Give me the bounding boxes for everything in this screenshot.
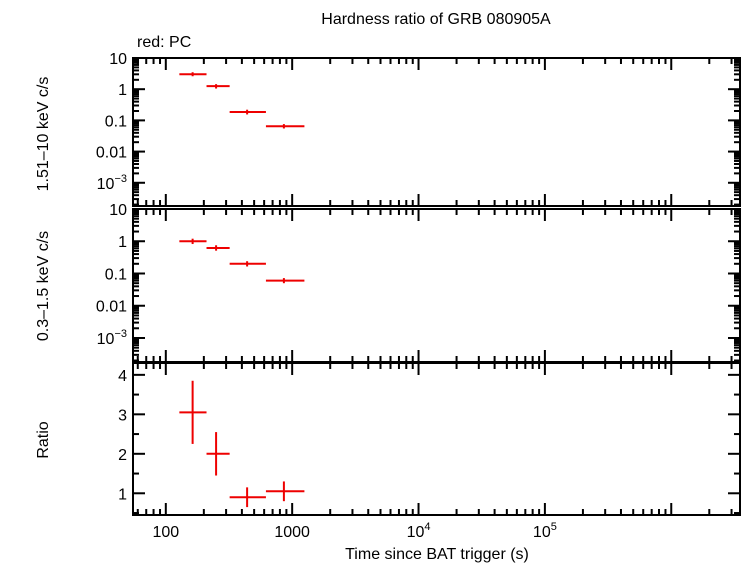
legend-label: red: PC [137,34,191,51]
y-axis-label-soft: 0.3–1.5 keV c/s [35,231,52,341]
data-point [179,72,207,77]
y-tick-label: 2 [118,447,127,464]
y-tick-label: 1 [118,486,127,503]
data-point [265,124,305,129]
y-axis-label-hard: 1.51–10 keV c/s [35,77,52,192]
y-axis-label-ratio: Ratio [35,421,52,458]
y-tick-label: 0.01 [96,145,127,162]
data-point [179,238,207,245]
panel-frame [132,57,741,207]
panel-frame [132,208,741,363]
x-tick-label: 100 [152,524,179,541]
data-point [179,380,207,444]
y-tick-label: 1 [118,234,127,251]
y-tick-label: 10 [109,202,127,219]
y-tick-label: 0.1 [105,266,127,283]
data-point [265,278,305,284]
y-tick-label: 4 [118,368,127,385]
y-tick-label: 1 [118,82,127,99]
y-tick-label: 3 [118,407,127,424]
x-tick-label: 105 [533,521,557,541]
x-tick-label: 104 [407,521,431,541]
data-point [206,245,230,251]
x-axis-label: Time since BAT trigger (s) [345,546,529,563]
y-tick-label: 0.01 [96,299,127,316]
data-point [229,109,266,115]
y-tick-label: 10−3 [97,173,127,193]
y-tick-label: 0.1 [105,113,127,130]
data-point [265,481,305,502]
data-point [229,487,266,508]
data-point [229,261,266,267]
data-point [206,84,230,89]
chart-title: Hardness ratio of GRB 080905A [321,11,551,28]
panel-ratio: 1 2 3 4 100 1000 104 105 [118,362,741,541]
x-tick-label: 1000 [274,524,310,541]
panel-hard: 10 1 0.1 0.01 10−3 [96,51,741,207]
y-tick-label: 10−3 [97,328,127,348]
panel-soft: 10 1 0.1 0.01 10−3 [96,202,741,363]
data-point [206,432,230,476]
panel-frame [132,362,741,516]
y-tick-label: 10 [109,51,127,68]
